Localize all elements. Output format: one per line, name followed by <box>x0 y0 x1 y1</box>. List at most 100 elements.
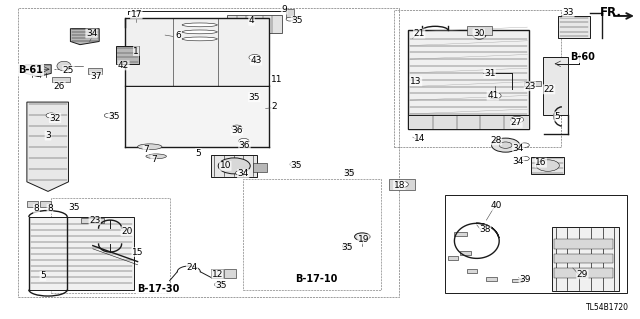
Text: 27: 27 <box>511 118 522 127</box>
Text: FR.: FR. <box>600 6 622 19</box>
Bar <box>552 227 619 291</box>
Bar <box>224 269 236 278</box>
Text: 4: 4 <box>249 16 254 25</box>
Bar <box>81 218 104 223</box>
Ellipse shape <box>138 144 162 150</box>
Text: 22: 22 <box>543 85 555 94</box>
Text: 16: 16 <box>535 158 547 167</box>
Text: 26: 26 <box>54 82 65 91</box>
Text: B-60: B-60 <box>570 52 595 63</box>
Ellipse shape <box>182 37 218 41</box>
Bar <box>227 15 282 33</box>
Text: 31: 31 <box>484 69 495 78</box>
Circle shape <box>520 143 529 147</box>
Bar <box>88 68 102 74</box>
Bar <box>543 57 568 115</box>
Polygon shape <box>125 18 269 86</box>
Text: 7: 7 <box>143 145 148 154</box>
Text: 34: 34 <box>513 144 524 153</box>
Text: 13: 13 <box>410 77 422 86</box>
Text: 36: 36 <box>239 141 250 150</box>
Text: 34: 34 <box>513 157 524 166</box>
Text: 11: 11 <box>271 75 282 84</box>
Ellipse shape <box>57 61 71 71</box>
Bar <box>408 30 529 129</box>
Bar <box>448 256 458 260</box>
Text: 23: 23 <box>89 216 100 225</box>
Text: 7: 7 <box>151 155 156 164</box>
Bar <box>27 201 38 207</box>
Bar <box>211 269 223 278</box>
Ellipse shape <box>182 30 218 34</box>
Bar <box>454 232 467 236</box>
Text: 24: 24 <box>186 263 198 272</box>
Bar <box>460 251 471 255</box>
Text: 42: 42 <box>118 61 129 70</box>
Text: 36: 36 <box>231 126 243 135</box>
Text: 25: 25 <box>63 66 74 75</box>
Circle shape <box>396 181 408 188</box>
Text: 34: 34 <box>237 169 249 178</box>
Circle shape <box>536 160 559 171</box>
Bar <box>29 217 134 290</box>
Circle shape <box>511 116 524 123</box>
Circle shape <box>520 156 529 161</box>
Text: 10: 10 <box>220 161 231 170</box>
Text: 9: 9 <box>282 5 287 14</box>
Text: B-17-30: B-17-30 <box>137 284 179 294</box>
Bar <box>445 195 627 293</box>
Text: 35: 35 <box>108 112 120 121</box>
Bar <box>467 269 477 273</box>
Text: 39: 39 <box>519 275 531 284</box>
Bar <box>486 277 497 281</box>
Text: 35: 35 <box>344 169 355 178</box>
Text: 5: 5 <box>554 112 559 121</box>
Bar <box>554 239 613 249</box>
Circle shape <box>249 55 260 60</box>
Text: 43: 43 <box>250 56 262 65</box>
Circle shape <box>355 233 370 241</box>
Text: 35: 35 <box>291 16 303 25</box>
Text: 29: 29 <box>577 270 588 279</box>
Text: B-17-10: B-17-10 <box>295 274 337 284</box>
Circle shape <box>492 138 520 152</box>
Text: 3: 3 <box>45 131 51 140</box>
Bar <box>51 198 170 293</box>
Bar <box>253 163 267 172</box>
Polygon shape <box>70 29 99 45</box>
Text: 2: 2 <box>271 102 276 111</box>
Bar <box>154 18 246 45</box>
Text: 8: 8 <box>34 204 39 213</box>
Polygon shape <box>26 65 51 77</box>
Text: 17: 17 <box>131 10 142 19</box>
Bar <box>40 201 51 207</box>
Circle shape <box>345 170 354 174</box>
Bar <box>531 157 564 174</box>
Text: 23: 23 <box>524 82 536 91</box>
Bar <box>467 26 492 35</box>
Bar <box>389 179 415 190</box>
Circle shape <box>286 17 294 21</box>
Circle shape <box>488 93 501 99</box>
Bar <box>554 254 613 263</box>
Bar <box>125 86 269 147</box>
Text: 5: 5 <box>196 149 201 158</box>
Circle shape <box>232 125 242 130</box>
Bar <box>554 268 613 278</box>
Bar <box>394 10 561 147</box>
Circle shape <box>239 138 249 144</box>
Text: 20: 20 <box>121 227 132 236</box>
Circle shape <box>499 142 512 148</box>
Text: 35: 35 <box>68 203 79 212</box>
Text: 15: 15 <box>132 248 143 256</box>
Circle shape <box>104 113 113 118</box>
Text: 35: 35 <box>215 281 227 290</box>
Circle shape <box>236 171 244 175</box>
Text: 28: 28 <box>490 136 502 145</box>
Bar <box>408 115 529 129</box>
Text: 1: 1 <box>134 47 139 56</box>
Bar <box>524 81 541 86</box>
Text: 5: 5 <box>40 271 45 280</box>
Bar <box>558 16 590 38</box>
Text: 30: 30 <box>473 29 484 38</box>
